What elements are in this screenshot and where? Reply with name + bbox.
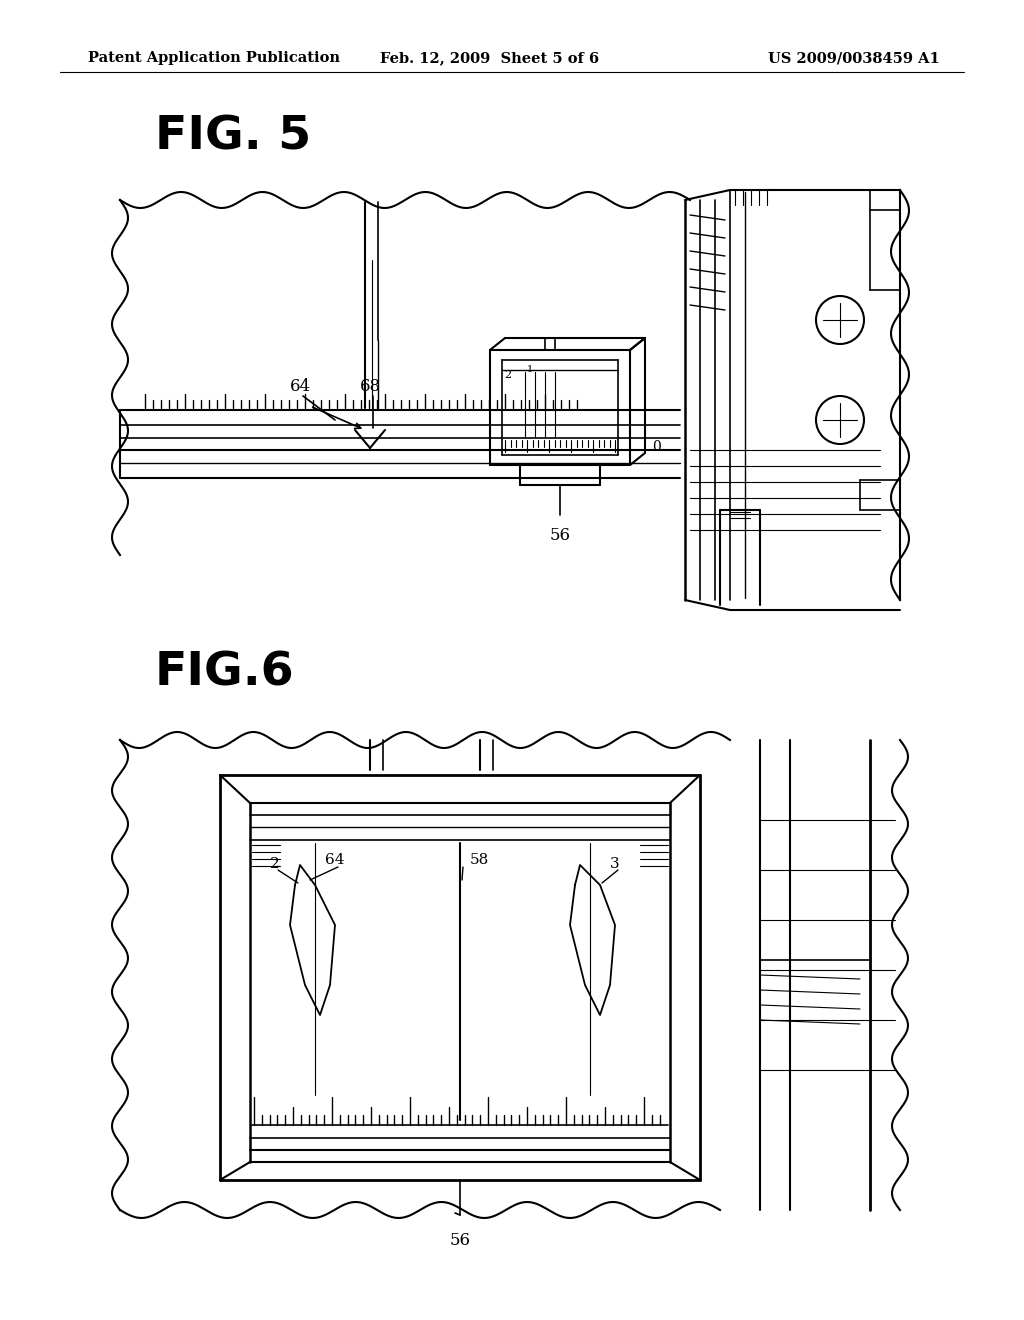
Text: 0: 0 <box>652 440 660 454</box>
Text: 56: 56 <box>550 527 570 544</box>
Text: FIG.6: FIG.6 <box>155 649 295 696</box>
Text: 2: 2 <box>270 857 280 871</box>
Text: 64: 64 <box>326 853 345 867</box>
Text: 56: 56 <box>450 1232 470 1249</box>
Text: 1: 1 <box>527 366 534 374</box>
Text: 64: 64 <box>290 378 310 395</box>
Text: 2: 2 <box>505 370 512 380</box>
Text: Patent Application Publication: Patent Application Publication <box>88 51 340 65</box>
Text: US 2009/0038459 A1: US 2009/0038459 A1 <box>768 51 940 65</box>
Text: FIG. 5: FIG. 5 <box>155 115 311 160</box>
Text: 68: 68 <box>359 378 381 395</box>
Text: Feb. 12, 2009  Sheet 5 of 6: Feb. 12, 2009 Sheet 5 of 6 <box>381 51 600 65</box>
Text: 58: 58 <box>470 853 489 867</box>
Text: 3: 3 <box>610 857 620 871</box>
